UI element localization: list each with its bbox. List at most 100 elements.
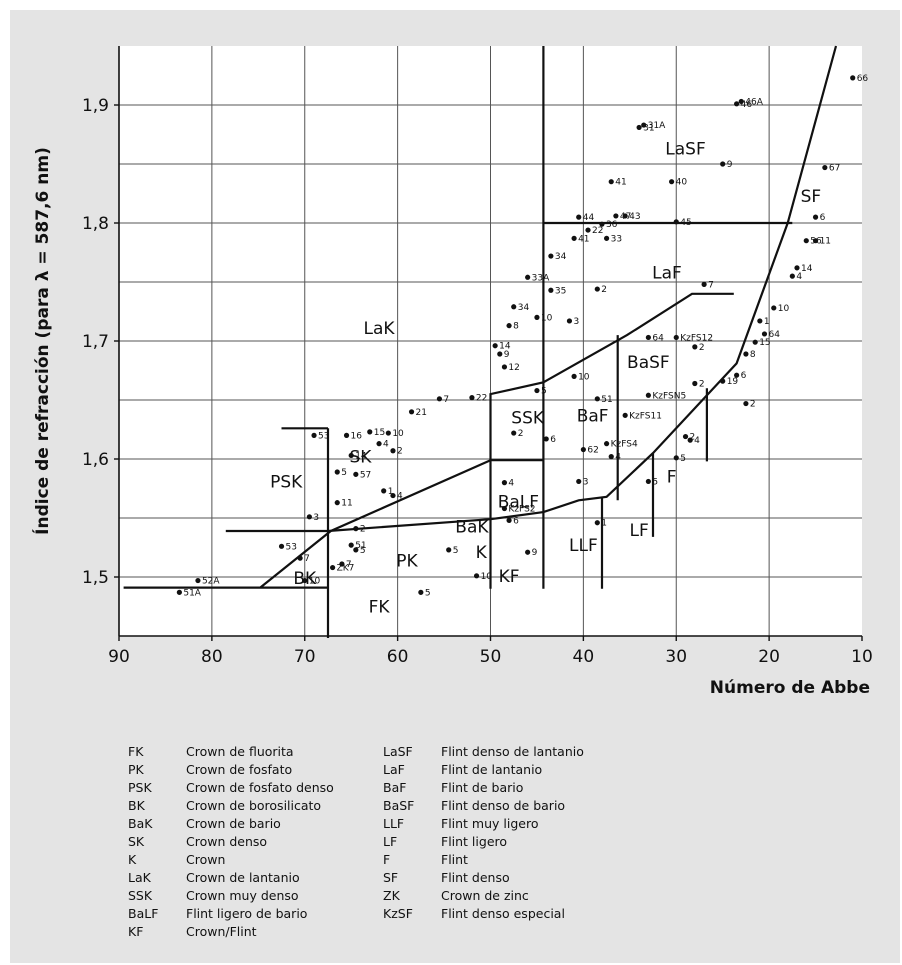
glass-point [641,122,647,128]
legend-description: Crown muy denso [186,888,299,903]
glass-point [390,448,396,454]
glass-point-label: 12 [508,363,519,373]
region-label: LaSF [665,140,705,160]
glass-point [525,274,531,280]
glass-point-label: 2 [360,525,366,535]
legend-code: SSK [128,888,153,903]
glass-point [278,543,285,549]
region-label: BaK [455,517,489,537]
region-label: LF [629,521,648,541]
glass-point-label: 14 [801,264,813,274]
glass-point [306,514,312,520]
glass-point-label: 1 [601,519,607,529]
region-label: FK [369,598,391,618]
glass-point [501,480,508,486]
glass-point-label: KzFS12 [680,333,713,343]
legend-description: Flint ligero [441,834,508,849]
legend-code: BaF [383,780,407,795]
legend-row: BK Crown de borosilicato [128,797,448,815]
legend-code: SK [128,834,145,849]
glass-point [446,547,452,553]
glass-point-label: 10 [481,572,493,582]
glass-point [334,469,340,475]
glass-point-label: 11 [820,237,831,247]
glass-point-label: 14 [355,451,367,461]
legend-row: SSK Crown muy denso [128,887,448,905]
glass-point [576,214,582,220]
glass-point-label: 3 [583,477,589,487]
glass-point-label: 14 [499,342,511,352]
glass-point [501,364,508,370]
legend-description: Flint denso de bario [441,798,566,813]
legend-row: LaSF Flint denso de lantanio [383,743,703,761]
legend-code: PK [128,762,144,777]
glass-point [692,344,698,350]
glass-point-label: 2 [699,379,705,389]
region-label: LaF [652,264,682,284]
glass-point [580,446,586,453]
legend-description: Flint de bario [441,780,524,795]
glass-point [548,287,554,293]
legend-row: BaK Crown de bario [128,815,448,833]
glass-point [381,488,387,494]
glass-point [603,441,610,447]
glass-point [348,542,354,548]
glass-point-label: 16 [351,431,363,441]
glass-point [645,334,651,341]
glass-point [701,281,707,287]
glass-point [376,441,382,447]
y-tick-label: 1,7 [82,332,109,352]
glass-point [757,318,763,324]
legend-row: KF Crown/Flint [128,923,448,941]
legend-code: FK [128,744,144,759]
glass-point-label: 57 [360,470,371,480]
region-boundaries [123,45,838,638]
glass-point [511,304,517,310]
glass-point [673,219,679,225]
legend-code: KzSF [383,906,413,921]
glass-point [594,520,600,526]
glass-point-label: KzFS4 [611,440,638,450]
glass-point-label: 51A [183,588,201,598]
glass-point-label: 41 [578,234,589,244]
x-axis-title: Número de Abbe [710,678,870,698]
glass-point-label: 31 [643,123,654,133]
legend-code: PSK [128,780,152,795]
legend-description: Crown/Flint [186,924,257,939]
region-label: PSK [270,472,303,492]
glass-point-label: 33A [532,273,550,283]
glass-point-label: 64 [768,330,780,340]
glass-point-label: 4 [397,492,403,502]
legend-description: Crown [186,852,226,867]
legend-description: Flint muy ligero [441,816,539,831]
legend-row: LaK Crown de lantanio [128,869,448,887]
legend-row: FK Crown de fluorita [128,743,448,761]
glass-point-label: 8 [750,350,756,360]
glass-point-label: 6 [513,516,519,526]
legend-code: LF [383,834,398,849]
legend-row: LF Flint ligero [383,833,703,851]
glass-point-label: 1 [388,487,394,497]
region-boundary [489,292,734,589]
glass-point [353,547,359,553]
legend-row: KzSF Flint denso especial [383,905,703,923]
glass-point [506,517,512,523]
glass-point-label: 66 [857,74,869,84]
glass-point-label: 11 [341,499,352,509]
legend-description: Flint denso [441,870,510,885]
glass-point-label: 51 [601,395,612,405]
glass-point [408,409,415,415]
glass-point-label: 53 [286,542,297,552]
glass-point [812,214,819,220]
region-label: SSK [511,409,545,429]
glass-point-label: 7 [346,560,352,570]
glass-point-label: 9 [727,160,733,170]
y-tick-label: 1,9 [82,96,109,116]
glass-point-label: 34 [518,303,530,313]
glass-point [622,213,628,219]
glass-point [348,452,354,459]
glass-point-label: 5 [453,546,459,556]
glass-point [576,478,582,485]
glass-point-label: 64 [652,333,664,343]
